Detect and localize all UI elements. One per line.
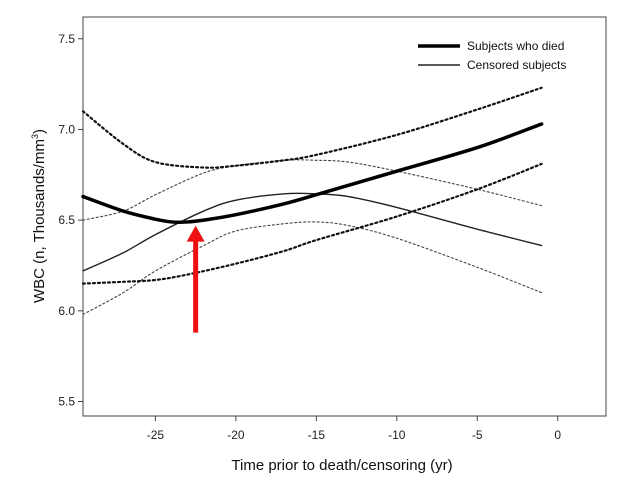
x-tick-label: -5 [472,428,483,442]
legend: Subjects who died Censored subjects [418,39,566,72]
y-tick-label: 6.5 [58,213,75,227]
x-tick-label: 0 [554,428,561,442]
x-axis: -25 -20 -15 -10 -5 0 [147,416,561,442]
x-axis-label: Time prior to death/censoring (yr) [231,457,452,474]
plot-frame [82,16,607,417]
ci-line-censored [82,221,543,315]
x-tick-label: -25 [147,428,165,442]
ci-line-died [81,86,543,169]
series-line-died [81,122,544,224]
y-axis: 5.5 6.0 6.5 7.0 7.5 [58,32,83,408]
y-tick-label: 7.0 [58,122,75,136]
x-tick-label: -10 [388,428,406,442]
y-axis-label: WBC (n, Thousands/mm3) [30,129,48,303]
ci-line-censored [82,159,543,221]
series-layer [81,86,544,315]
x-tick-label: -15 [308,428,326,442]
annotation-arrow [186,225,205,333]
arrow-head [186,225,205,242]
series-line-censored [82,192,543,272]
y-tick-label: 7.5 [58,32,75,46]
y-tick-label: 6.0 [58,304,75,318]
y-axis-label-sup: 3 [30,134,40,139]
x-tick-label: -20 [227,428,245,442]
legend-label-censored: Censored subjects [467,58,566,72]
y-axis-label-main: WBC (n, Thousands/mm [31,139,48,303]
legend-label-died: Subjects who died [467,39,564,53]
y-axis-label-close: ) [31,129,48,134]
ci-line-died [81,162,543,285]
y-tick-label: 5.5 [58,394,75,408]
